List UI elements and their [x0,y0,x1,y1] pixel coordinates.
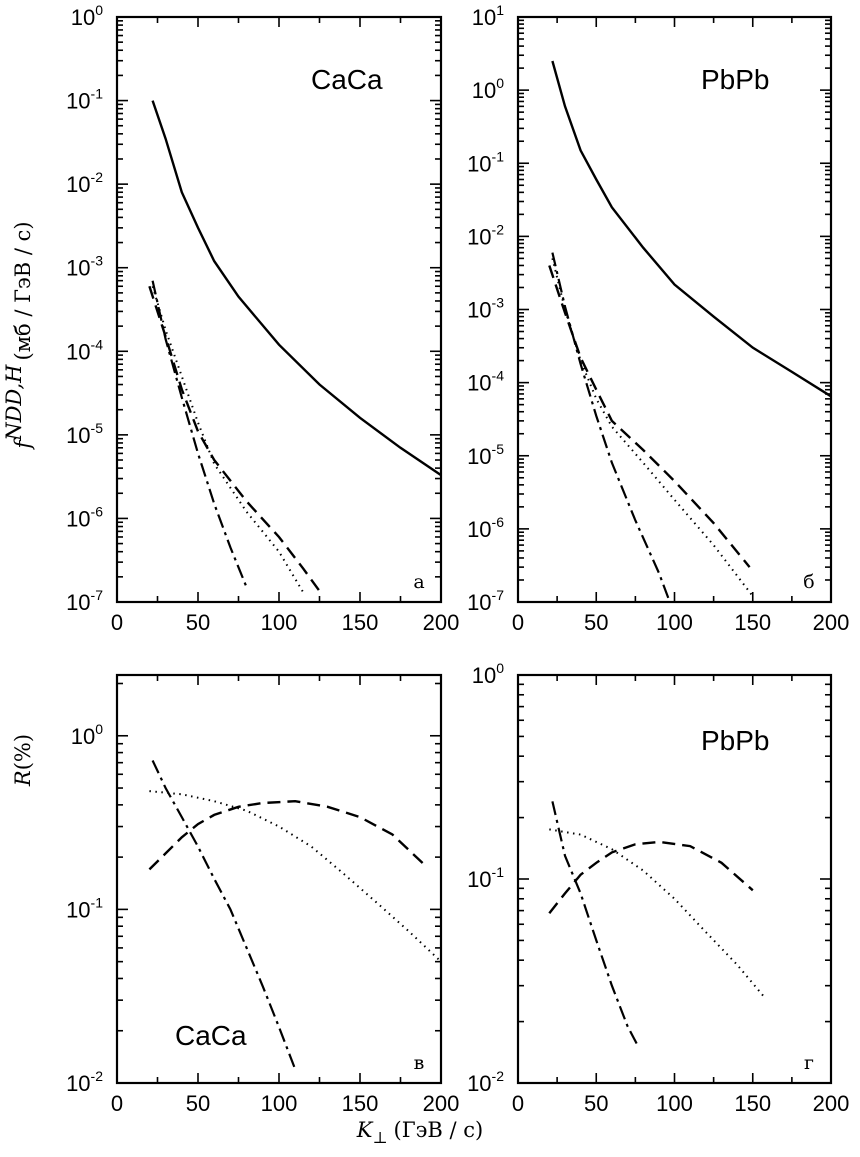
x-tick-label: 0 [111,1091,123,1116]
x-tick-label: 200 [423,610,460,635]
panel-b: 0 50 100 150 200 10-7 10-6 10-5 10-4 10-3 10-2 10-1… [467,2,849,635]
y-tick-label: 10-4 [467,368,504,396]
y-tick-label: 10-1 [467,148,504,176]
series-line-dotted [149,790,442,963]
y-tick-label: 10-2 [467,221,504,249]
y-tick-label: 10-2 [66,169,103,197]
series-line-dotted [551,258,754,597]
x-tick-label: 0 [512,610,524,635]
series-line-dashed [148,285,324,597]
plot-frame [115,673,443,1085]
x-tick-label: 200 [813,610,850,635]
x-tick-label: 200 [423,1091,460,1116]
y-title-bottom-unit: (%) [11,734,35,770]
y-tick-label: 10-1 [66,86,103,114]
y-tick-label: 10-6 [66,503,103,531]
y-title-top-superscript: NDD,H [2,364,26,442]
panel-c: 0 50 100 150 200 10-2 10-1 100 CaCa в [66,673,460,1116]
x-tick-label: 0 [512,1091,524,1116]
svg-text:fNDD,H(мб / ГэВ / с): fNDD,H (мб / ГэВ / с) [2,221,35,450]
y-tick-label: 100 [71,2,103,30]
y-tick-label: 10-1 [66,894,103,922]
series-line-dashed [548,265,751,568]
panel-letter: в [414,1052,425,1074]
x-tick-label: 50 [584,610,608,635]
x-tick-label: 150 [342,1091,379,1116]
svg-text:K⊥(ГэВ / с): K⊥ (ГэВ / с) [356,1118,483,1147]
plot-frame [516,673,833,1085]
series-line-dashdot [151,760,297,1070]
x-title-subscript: ⊥ [372,1128,387,1147]
y-axis-title-top: fNDD,H (мб / ГэВ / с) [2,221,35,450]
panel-d: 0 50 100 150 200 10-2 10-1 100 PbPb г [467,660,849,1116]
panel-letter: г [804,1052,814,1074]
y-tick-label: 100 [472,75,504,103]
x-tick-label: 50 [186,610,210,635]
y-tick-label: 10-2 [467,1068,504,1096]
x-tick-label: 100 [656,1091,693,1116]
panel-label: CaCa [311,64,383,95]
svg-text:R(%): R(%) [11,734,35,787]
series-line-dashdot [551,252,671,603]
y-tick-label: 10-4 [66,336,103,364]
y-tick-label: 100 [71,721,103,749]
x-tick-label: 150 [734,1091,771,1116]
x-tick-label: 50 [584,1091,608,1116]
series-line-dotted [151,286,305,594]
x-title-unit: (ГэВ / с) [394,1118,484,1142]
y-tick-label: 10-3 [467,295,504,323]
x-tick-label: 100 [261,610,298,635]
series-line-dashdot [551,801,640,1048]
y-tick-label: 10-6 [467,514,504,542]
y-tick-label: 101 [472,2,504,30]
y-tick-label: 10-1 [467,864,504,892]
x-tick-label: 100 [656,610,693,635]
x-axis-title: K⊥ (ГэВ / с) [356,1118,483,1147]
y-tick-label: 10-7 [66,587,103,615]
y-axis-title-bottom: R(%) [11,734,35,787]
panel-letter: б [803,571,814,593]
y-title-top-unit: (мб / ГэВ / с) [11,221,35,360]
y-tick-label: 10-3 [66,253,103,281]
panel-letter: а [413,571,424,593]
y-tick-label: 100 [472,660,504,688]
panel-label: PbPb [701,64,770,95]
series-line-dashdot [151,280,248,588]
series-line-dashed [148,799,426,871]
x-tick-label: 50 [186,1091,210,1116]
series-line-solid [151,100,442,477]
panel-label: CaCa [175,1020,247,1051]
series-line-dashed [548,840,754,914]
x-tick-label: 100 [261,1091,298,1116]
panel-a: 0 50 100 150 200 10-7 10-6 10-5 10-4 10-3 10-2 10-1… [66,2,459,635]
y-title-bottom-symbol: R [11,770,35,787]
x-tick-label: 150 [342,610,379,635]
x-tick-label: 200 [813,1091,850,1116]
series-line-dotted [549,828,767,999]
x-title-symbol: K [356,1118,374,1142]
plot-frame [115,15,443,604]
panel-label: PbPb [701,725,770,756]
y-tick-label: 10-2 [66,1068,103,1096]
y-tick-label: 10-5 [66,420,103,448]
series-line-solid [551,60,832,398]
y-tick-label: 10-5 [467,441,504,469]
x-tick-label: 0 [111,610,123,635]
y-title-top-symbol: f [11,438,35,451]
y-tick-label: 10-7 [467,587,504,615]
x-tick-label: 150 [734,610,771,635]
